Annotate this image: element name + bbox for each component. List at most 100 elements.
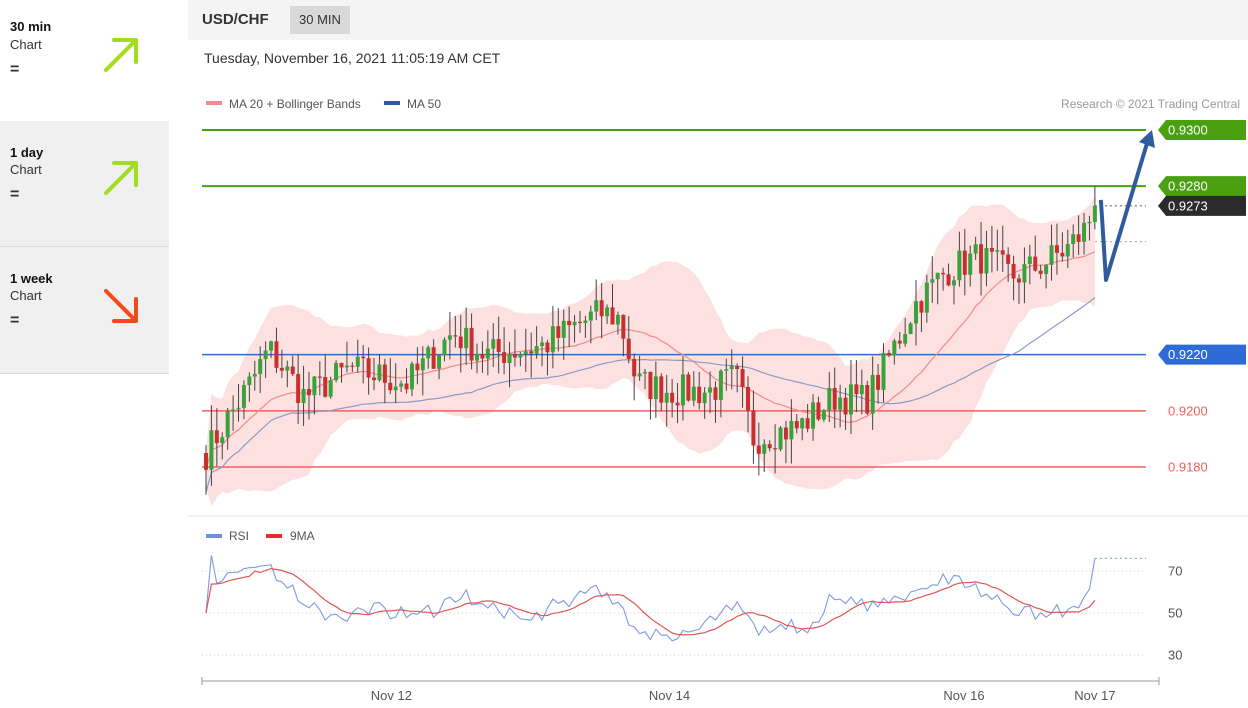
candle [908, 322, 913, 335]
legend-swatch-ma20 [206, 101, 222, 105]
candle [626, 316, 631, 364]
moving-averages [205, 251, 1096, 493]
price-chart: 0.9300 0.9280 0.9220 0.9200 0.9180 0.9273 MA … [188, 97, 1248, 703]
candle [973, 236, 978, 260]
candle [382, 358, 387, 404]
candle [567, 306, 572, 348]
candle [951, 275, 956, 305]
candle [724, 358, 729, 391]
legend-swatch-ma50 [384, 101, 400, 105]
candle [892, 338, 897, 365]
candle [870, 356, 875, 430]
timeframe-sub: Chart [10, 162, 42, 177]
candle [811, 394, 816, 441]
copyright-text: Research © 2021 Trading Central [1061, 97, 1240, 111]
candle [594, 279, 599, 321]
candle [962, 228, 967, 296]
candle [876, 363, 881, 404]
candle [469, 313, 474, 370]
candle [643, 368, 648, 390]
candle [263, 341, 268, 379]
candle [1006, 247, 1011, 282]
candle [827, 372, 832, 423]
candle [718, 369, 723, 418]
symbol-title: USD/CHF [202, 11, 269, 28]
candle [355, 339, 360, 373]
candle [800, 417, 805, 441]
candle [214, 408, 219, 467]
candle [832, 367, 837, 429]
candle [231, 395, 236, 431]
time-tick-label: Nov 17 [1074, 688, 1115, 703]
rsi-tick-label: 70 [1168, 564, 1182, 579]
arrow-down-right-icon [104, 289, 138, 323]
candle [372, 357, 377, 391]
candle [1017, 274, 1021, 304]
candle [1027, 244, 1032, 285]
candle [735, 363, 740, 393]
candle [1044, 264, 1049, 289]
candle [1054, 223, 1059, 275]
candle [740, 356, 745, 408]
candle [670, 379, 675, 418]
level-badge-0.9280 [1158, 176, 1246, 197]
candle [968, 245, 973, 287]
timeframe-1day[interactable]: 1 day Chart = [0, 121, 169, 247]
timeframe-1week[interactable]: 1 week Chart = [0, 247, 169, 374]
candle [415, 347, 420, 385]
candle [306, 371, 311, 420]
candle [361, 345, 366, 384]
candle [350, 362, 355, 372]
candle [773, 424, 778, 474]
candle [789, 399, 794, 464]
candle [339, 362, 344, 383]
level-badge-text: 0.9220 [1168, 347, 1208, 362]
candle [556, 308, 561, 352]
rsi-legend: RSI 9MA [206, 529, 315, 543]
candle [946, 263, 951, 287]
candle [534, 326, 539, 359]
candle [924, 274, 929, 323]
timeframe-sidebar: 30 min Chart = 1 day Chart = 1 week Char… [0, 0, 169, 708]
candle [334, 360, 339, 383]
candle [475, 343, 479, 374]
candle [377, 353, 382, 382]
level-text: 0.9200 [1168, 403, 1208, 418]
legend-swatch-9ma [266, 534, 282, 538]
candle [480, 341, 485, 373]
candle [431, 339, 436, 369]
candle [762, 439, 767, 472]
candle [648, 371, 653, 420]
candle [290, 355, 295, 377]
candle [583, 315, 588, 338]
arrow-up-right-icon [104, 161, 138, 195]
candle [247, 372, 252, 402]
timeframe-30min[interactable]: 30 min Chart = [0, 0, 169, 125]
candle [767, 440, 772, 452]
candle [204, 445, 208, 495]
candle [756, 422, 761, 476]
candle [420, 346, 425, 396]
timeframe-eq: = [10, 186, 20, 203]
candle [1087, 215, 1092, 241]
candle [453, 315, 458, 348]
rsi-tick-label: 50 [1168, 606, 1182, 621]
candle [529, 332, 534, 378]
candle [605, 304, 610, 324]
timeframe-sub: Chart [10, 37, 42, 52]
candle [312, 375, 317, 415]
candle [697, 372, 702, 410]
candle [225, 407, 230, 450]
ma20-line [205, 251, 1096, 470]
candle [702, 386, 707, 419]
candle [236, 383, 241, 422]
candle [540, 336, 545, 367]
candle [621, 314, 626, 357]
candle [1092, 186, 1097, 230]
candle [274, 327, 279, 373]
candle [426, 345, 431, 369]
candle [545, 339, 550, 376]
candle [502, 327, 507, 375]
candle [577, 310, 582, 333]
period-button[interactable]: 30 MIN [290, 6, 350, 34]
